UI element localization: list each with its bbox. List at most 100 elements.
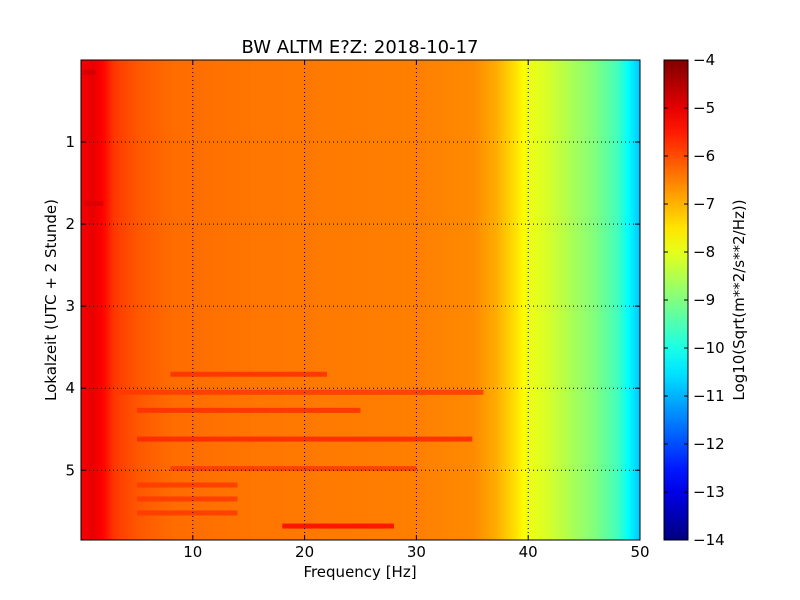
spectrum-column bbox=[472, 60, 476, 540]
colorbar-tick-label: −14 bbox=[693, 531, 725, 549]
spectrum-column bbox=[633, 60, 637, 540]
spectrum-column bbox=[465, 60, 469, 540]
spectrum-column bbox=[382, 60, 386, 540]
colorbar-tick-label: −7 bbox=[693, 195, 715, 213]
spectrum-column bbox=[324, 60, 328, 540]
x-axis-label: Frequency [Hz] bbox=[303, 563, 416, 581]
spectrum-column bbox=[94, 60, 98, 540]
spectrum-column bbox=[461, 60, 464, 540]
spectrum-column bbox=[414, 60, 417, 540]
spectrum-column bbox=[402, 60, 406, 540]
y-tick-label: 2 bbox=[65, 215, 75, 233]
spectrum-column bbox=[320, 60, 324, 540]
spectrum-column bbox=[221, 60, 225, 540]
spectrum-column bbox=[458, 60, 462, 540]
spectrum-column bbox=[87, 60, 91, 540]
spectrum-column bbox=[195, 60, 198, 540]
spectrum-column bbox=[622, 60, 625, 540]
spectrum-column bbox=[463, 60, 467, 540]
colorbar-tick-label: −12 bbox=[693, 435, 725, 453]
spectrum-column bbox=[604, 60, 608, 540]
spectrum-column bbox=[264, 60, 268, 540]
spectrum-column bbox=[579, 60, 583, 540]
spectrum-column bbox=[217, 60, 221, 540]
event-band bbox=[170, 466, 417, 472]
spectrum-column bbox=[230, 60, 234, 540]
spectrum-column bbox=[492, 60, 496, 540]
spectrum-column bbox=[584, 60, 587, 540]
spectrum-column bbox=[215, 60, 218, 540]
chart-title: BW ALTM E?Z: 2018-10-17 bbox=[242, 37, 479, 58]
colorbar-tick-label: −10 bbox=[693, 339, 725, 357]
spectrum-column bbox=[353, 60, 357, 540]
spectrum-column bbox=[613, 60, 617, 540]
spectrum-column bbox=[212, 60, 216, 540]
spectrum-column bbox=[329, 60, 333, 540]
spectrum-column bbox=[179, 60, 183, 540]
spectrum-column bbox=[479, 60, 482, 540]
spectrum-column bbox=[635, 60, 639, 540]
y-tick-label: 5 bbox=[65, 461, 75, 479]
spectrum-column bbox=[286, 60, 290, 540]
spectrum-column bbox=[259, 60, 263, 540]
spectrum-column bbox=[601, 60, 605, 540]
spectrum-column bbox=[521, 60, 525, 540]
spectrum-column bbox=[159, 60, 163, 540]
spectrum-column bbox=[523, 60, 527, 540]
spectrum-column bbox=[599, 60, 603, 540]
spectrum-column bbox=[617, 60, 621, 540]
spectrum-column bbox=[322, 60, 326, 540]
grid-lines bbox=[81, 60, 640, 540]
spectrum-column bbox=[168, 60, 172, 540]
spectrum-column bbox=[318, 60, 321, 540]
spectrum-column bbox=[537, 60, 540, 540]
spectrum-column bbox=[326, 60, 330, 540]
spectrum-column bbox=[110, 60, 113, 540]
spectrum-column bbox=[572, 60, 576, 540]
spectrum-column bbox=[112, 60, 116, 540]
spectrum-column bbox=[561, 60, 565, 540]
spectrum-column bbox=[101, 60, 104, 540]
spectrum-column bbox=[615, 60, 619, 540]
spectrum-column bbox=[385, 60, 388, 540]
spectrum-column bbox=[590, 60, 594, 540]
spectrum-column bbox=[631, 60, 634, 540]
spectrum-column bbox=[581, 60, 585, 540]
spectrum-column bbox=[333, 60, 337, 540]
spectrum-column bbox=[282, 60, 286, 540]
spectrum-column bbox=[197, 60, 201, 540]
spectrum-column bbox=[107, 60, 111, 540]
spectrum-column bbox=[338, 60, 341, 540]
spectrum-column bbox=[528, 60, 532, 540]
spectrum-column bbox=[96, 60, 100, 540]
spectrum-column bbox=[566, 60, 570, 540]
event-band bbox=[84, 201, 104, 207]
spectrum-column bbox=[362, 60, 366, 540]
spectrum-column bbox=[85, 60, 89, 540]
spectrum-column bbox=[277, 60, 281, 540]
spectrum-column bbox=[132, 60, 136, 540]
spectrum-column bbox=[555, 60, 558, 540]
spectrum-column bbox=[105, 60, 109, 540]
spectrum-column bbox=[378, 60, 382, 540]
colorbar-tick-label: −11 bbox=[693, 387, 725, 405]
spectrum-column bbox=[297, 60, 301, 540]
event-band bbox=[83, 69, 96, 75]
spectrum-column bbox=[148, 60, 151, 540]
spectrum-column bbox=[130, 60, 134, 540]
spectrum-column bbox=[257, 60, 261, 540]
spectrum-column bbox=[244, 60, 248, 540]
spectrum-column bbox=[425, 60, 429, 540]
spectrum-column bbox=[541, 60, 545, 540]
spectrum-column bbox=[597, 60, 601, 540]
spectrum-column bbox=[610, 60, 614, 540]
spectrum-column bbox=[150, 60, 154, 540]
spectrum-column bbox=[394, 60, 397, 540]
spectrum-column bbox=[250, 60, 254, 540]
event-band bbox=[136, 496, 238, 502]
spectrum-column bbox=[624, 60, 628, 540]
spectrum-column bbox=[273, 60, 277, 540]
spectrum-column bbox=[241, 60, 245, 540]
spectrum-column bbox=[512, 60, 516, 540]
spectrum-column bbox=[595, 60, 599, 540]
